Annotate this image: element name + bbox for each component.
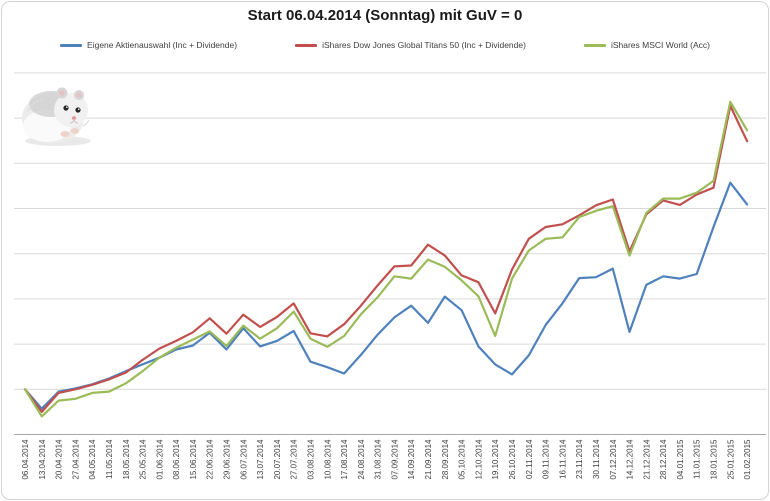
x-axis-label: 12.10.2014 — [474, 439, 483, 480]
x-axis-label: 28.09.2014 — [441, 439, 450, 480]
x-axis-label: 15.06.2014 — [189, 439, 198, 480]
x-axis-label: 24.08.2014 — [357, 439, 366, 480]
x-axis-label: 31.08.2014 — [374, 439, 383, 480]
chart-title: Start 06.04.2014 (Sonntag) mit GuV = 0 — [247, 7, 523, 24]
x-axis-label: 27.07.2014 — [290, 439, 299, 480]
x-axis-label: 14.09.2014 — [407, 439, 416, 480]
legend-label: Eigene Aktienauswahl (Inc + Dividende) — [87, 40, 238, 50]
x-axis-label: 07.12.2014 — [609, 439, 618, 480]
x-axis-label: 04.05.2014 — [88, 439, 97, 480]
hamster-photo — [13, 82, 103, 148]
series-line-2[interactable] — [23, 100, 749, 418]
x-axis-label: 07.09.2014 — [390, 439, 399, 480]
x-axis-label: 05.10.2014 — [458, 439, 467, 480]
hamster-paw — [71, 128, 79, 134]
x-axis-label: 04.01.2015 — [676, 439, 685, 480]
series-line-1[interactable] — [23, 104, 749, 413]
x-axis-label: 09.11.2014 — [542, 439, 551, 479]
hamster-paw — [60, 131, 70, 137]
x-axis-label: 25.01.2015 — [726, 439, 735, 480]
x-axis-label: 19.10.2014 — [491, 439, 500, 480]
x-axis-label: 08.06.2014 — [172, 439, 181, 480]
x-axis-label: 06.04.2014 — [21, 439, 30, 480]
legend-label: iShares Dow Jones Global Titans 50 (Inc … — [322, 40, 526, 50]
x-axis-label: 21.09.2014 — [424, 439, 433, 480]
x-axis-label: 11.05.2014 — [105, 439, 114, 479]
x-axis-label: 23.11.2014 — [575, 439, 584, 479]
hamster-eye — [63, 105, 69, 111]
x-axis-label: 26.10.2014 — [508, 439, 517, 480]
x-axis-label: 29.06.2014 — [223, 439, 232, 480]
x-axis-label: 10.08.2014 — [323, 439, 332, 480]
hamster-eye — [75, 107, 81, 113]
x-axis-label: 21.12.2014 — [642, 439, 651, 480]
legend-item-0[interactable]: Eigene Aktienauswahl (Inc + Dividende) — [60, 40, 237, 50]
legend-swatch — [60, 43, 83, 47]
x-axis-label: 18.05.2014 — [122, 439, 131, 480]
series-line-0[interactable] — [23, 181, 749, 410]
x-axis-label: 13.04.2014 — [38, 439, 47, 480]
x-axis-label: 18.01.2015 — [710, 439, 719, 480]
legend-label: iShares MSCI World (Acc) — [610, 40, 710, 50]
x-axis-label: 30.11.2014 — [592, 439, 601, 479]
legend-item-2[interactable]: iShares MSCI World (Acc) — [583, 40, 710, 50]
chart-legend: Eigene Aktienauswahl (Inc + Dividende) iS… — [0, 40, 770, 50]
x-axis-label: 27.04.2014 — [71, 439, 80, 480]
x-axis-label: 14.12.2014 — [626, 439, 635, 480]
x-axis-label: 06.07.2014 — [239, 439, 248, 480]
x-axis-label: 01.06.2014 — [155, 439, 164, 480]
hamster-nose — [71, 116, 77, 120]
x-axis-label: 03.08.2014 — [306, 439, 315, 480]
x-axis-label: 20.04.2014 — [55, 439, 64, 480]
x-axis-label: 17.08.2014 — [340, 439, 349, 480]
x-axis-label: 20.07.2014 — [273, 439, 282, 480]
x-axis-label: 28.12.2014 — [659, 439, 668, 480]
x-axis-label: 25.05.2014 — [139, 439, 148, 480]
legend-swatch — [583, 43, 606, 47]
legend-item-1[interactable]: iShares Dow Jones Global Titans 50 (Inc … — [295, 40, 526, 50]
legend-swatch — [295, 43, 318, 47]
x-axis-label: 11.01.2015 — [693, 439, 702, 479]
x-axis-label: 16.11.2014 — [558, 439, 567, 479]
x-axis-label: 02.11.2014 — [525, 439, 534, 479]
x-axis-label: 01.02.2015 — [743, 439, 752, 480]
x-axis-label: 13.07.2014 — [256, 439, 265, 480]
x-axis-label: 22.06.2014 — [206, 439, 215, 480]
